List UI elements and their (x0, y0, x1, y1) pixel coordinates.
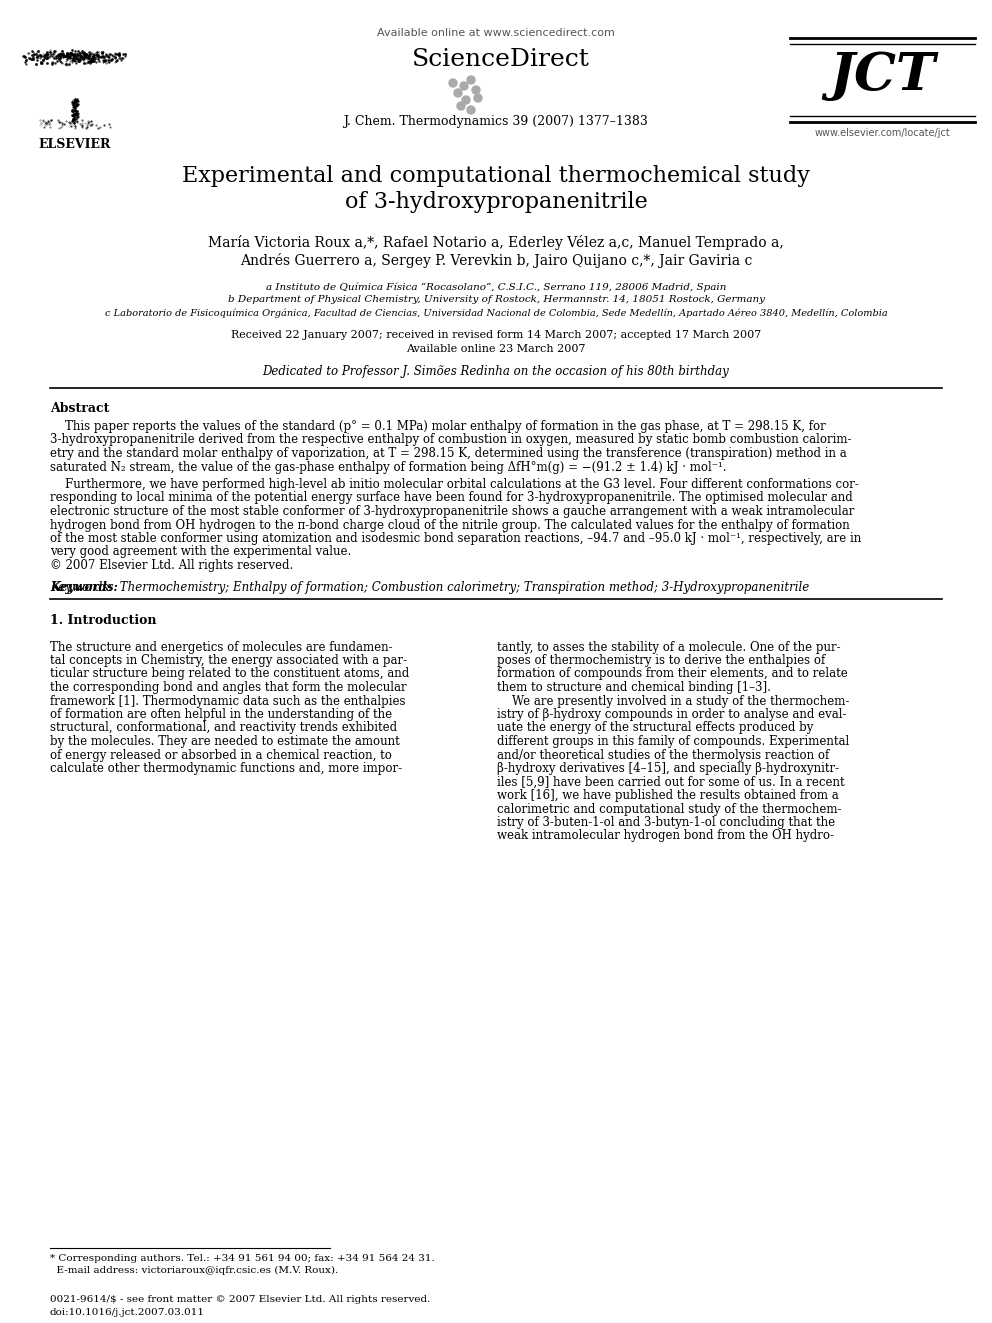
Text: tal concepts in Chemistry, the energy associated with a par-: tal concepts in Chemistry, the energy as… (50, 654, 407, 667)
Text: calculate other thermodynamic functions and, more impor-: calculate other thermodynamic functions … (50, 762, 402, 775)
Text: structural, conformational, and reactivity trends exhibited: structural, conformational, and reactivi… (50, 721, 397, 734)
Text: formation of compounds from their elements, and to relate: formation of compounds from their elemen… (497, 668, 848, 680)
Text: Available online at www.sciencedirect.com: Available online at www.sciencedirect.co… (377, 28, 615, 38)
Text: This paper reports the values of the standard (p° = 0.1 MPa) molar enthalpy of f: This paper reports the values of the sta… (50, 419, 825, 433)
Circle shape (474, 94, 482, 102)
Text: 0021-9614/$ - see front matter © 2007 Elsevier Ltd. All rights reserved.: 0021-9614/$ - see front matter © 2007 El… (50, 1295, 431, 1304)
Text: © 2007 Elsevier Ltd. All rights reserved.: © 2007 Elsevier Ltd. All rights reserved… (50, 560, 294, 572)
Text: Andrés Guerrero a, Sergey P. Verevkin b, Jairo Quijano c,*, Jair Gaviria c: Andrés Guerrero a, Sergey P. Verevkin b,… (240, 253, 752, 269)
Text: E-mail address: victoriaroux@iqfr.csic.es (M.V. Roux).: E-mail address: victoriaroux@iqfr.csic.e… (50, 1266, 338, 1275)
Text: the corresponding bond and angles that form the molecular: the corresponding bond and angles that f… (50, 681, 407, 695)
Text: of energy released or absorbed in a chemical reaction, to: of energy released or absorbed in a chem… (50, 749, 392, 762)
Text: ELSEVIER: ELSEVIER (39, 138, 111, 151)
Text: framework [1]. Thermodynamic data such as the enthalpies: framework [1]. Thermodynamic data such a… (50, 695, 406, 708)
Text: * Corresponding authors. Tel.: +34 91 561 94 00; fax: +34 91 564 24 31.: * Corresponding authors. Tel.: +34 91 56… (50, 1254, 434, 1263)
Text: β-hydroxy derivatives [4–15], and specially β-hydroxynitr-: β-hydroxy derivatives [4–15], and specia… (497, 762, 839, 775)
Text: 1. Introduction: 1. Introduction (50, 614, 157, 627)
Text: Abstract: Abstract (50, 402, 109, 415)
Text: etry and the standard molar enthalpy of vaporization, at T = 298.15 K, determine: etry and the standard molar enthalpy of … (50, 447, 847, 460)
Text: J. Chem. Thermodynamics 39 (2007) 1377–1383: J. Chem. Thermodynamics 39 (2007) 1377–1… (343, 115, 649, 128)
Text: different groups in this family of compounds. Experimental: different groups in this family of compo… (497, 736, 849, 747)
Text: hydrogen bond from OH hydrogen to the π-bond charge cloud of the nitrile group. : hydrogen bond from OH hydrogen to the π-… (50, 519, 850, 532)
Text: work [16], we have published the results obtained from a: work [16], we have published the results… (497, 789, 839, 802)
Text: uate the energy of the structural effects produced by: uate the energy of the structural effect… (497, 721, 813, 734)
Text: electronic structure of the most stable conformer of 3-hydroxypropanenitrile sho: electronic structure of the most stable … (50, 505, 854, 519)
Text: The structure and energetics of molecules are fundamen-: The structure and energetics of molecule… (50, 640, 393, 654)
Text: a Instituto de Química Física “Rocasolano”, C.S.I.C., Serrano 119, 28006 Madrid,: a Instituto de Química Física “Rocasolan… (266, 282, 726, 291)
Text: www.elsevier.com/locate/jct: www.elsevier.com/locate/jct (814, 128, 950, 138)
Text: of the most stable conformer using atomization and isodesmic bond separation rea: of the most stable conformer using atomi… (50, 532, 861, 545)
Text: by the molecules. They are needed to estimate the amount: by the molecules. They are needed to est… (50, 736, 400, 747)
Circle shape (460, 82, 468, 90)
Text: weak intramolecular hydrogen bond from the OH hydro-: weak intramolecular hydrogen bond from t… (497, 830, 834, 843)
Text: istry of β-hydroxy compounds in order to analyse and eval-: istry of β-hydroxy compounds in order to… (497, 708, 846, 721)
Text: María Victoria Roux a,*, Rafael Notario a, Ederley Vélez a,c, Manuel Temprado a,: María Victoria Roux a,*, Rafael Notario … (208, 235, 784, 250)
Text: doi:10.1016/j.jct.2007.03.011: doi:10.1016/j.jct.2007.03.011 (50, 1308, 205, 1316)
Text: Furthermore, we have performed high-level ab initio molecular orbital calculatio: Furthermore, we have performed high-leve… (50, 478, 859, 491)
Text: JCT: JCT (829, 50, 935, 101)
Text: b Department of Physical Chemistry, University of Rostock, Hermannstr. 14, 18051: b Department of Physical Chemistry, Univ… (227, 295, 765, 304)
Text: iles [5,9] have been carried out for some of us. In a recent: iles [5,9] have been carried out for som… (497, 775, 844, 789)
Text: very good agreement with the experimental value.: very good agreement with the experimenta… (50, 545, 351, 558)
Text: calorimetric and computational study of the thermochem-: calorimetric and computational study of … (497, 803, 841, 815)
Text: Keywords:  Thermochemistry; Enthalpy of formation; Combustion calorimetry; Trans: Keywords: Thermochemistry; Enthalpy of f… (50, 581, 809, 594)
Circle shape (457, 102, 465, 110)
Text: Keywords:: Keywords: (50, 581, 118, 594)
Text: Available online 23 March 2007: Available online 23 March 2007 (407, 344, 585, 355)
Text: tantly, to asses the stability of a molecule. One of the pur-: tantly, to asses the stability of a mole… (497, 640, 840, 654)
Text: We are presently involved in a study of the thermochem-: We are presently involved in a study of … (497, 695, 849, 708)
Text: Received 22 January 2007; received in revised form 14 March 2007; accepted 17 Ma: Received 22 January 2007; received in re… (231, 329, 761, 340)
Text: Dedicated to Professor J. Simões Redinha on the occasion of his 80th birthday: Dedicated to Professor J. Simões Redinha… (263, 365, 729, 378)
Circle shape (472, 86, 480, 94)
Circle shape (462, 97, 470, 105)
Text: of 3-hydroxypropanenitrile: of 3-hydroxypropanenitrile (344, 191, 648, 213)
Circle shape (467, 75, 475, 83)
Text: saturated N₂ stream, the value of the gas-phase enthalpy of formation being ΔfH°: saturated N₂ stream, the value of the ga… (50, 460, 726, 474)
Text: ScienceDirect: ScienceDirect (412, 48, 590, 71)
Text: poses of thermochemistry is to derive the enthalpies of: poses of thermochemistry is to derive th… (497, 654, 825, 667)
Text: responding to local minima of the potential energy surface have been found for 3: responding to local minima of the potent… (50, 492, 853, 504)
Text: c Laboratorio de Fisicoquímica Orgánica, Facultad de Ciencias, Universidad Nacio: c Laboratorio de Fisicoquímica Orgánica,… (104, 308, 888, 318)
Text: ticular structure being related to the constituent atoms, and: ticular structure being related to the c… (50, 668, 410, 680)
Text: 3-hydroxypropanenitrile derived from the respective enthalpy of combustion in ox: 3-hydroxypropanenitrile derived from the… (50, 434, 851, 446)
Text: istry of 3-buten-1-ol and 3-butyn-1-ol concluding that the: istry of 3-buten-1-ol and 3-butyn-1-ol c… (497, 816, 835, 830)
Text: Experimental and computational thermochemical study: Experimental and computational thermoche… (182, 165, 810, 187)
Text: of formation are often helpful in the understanding of the: of formation are often helpful in the un… (50, 708, 392, 721)
Circle shape (467, 106, 475, 114)
Circle shape (454, 89, 462, 97)
Circle shape (449, 79, 457, 87)
Text: them to structure and chemical binding [1–3].: them to structure and chemical binding [… (497, 681, 771, 695)
Text: and/or theoretical studies of the thermolysis reaction of: and/or theoretical studies of the thermo… (497, 749, 829, 762)
